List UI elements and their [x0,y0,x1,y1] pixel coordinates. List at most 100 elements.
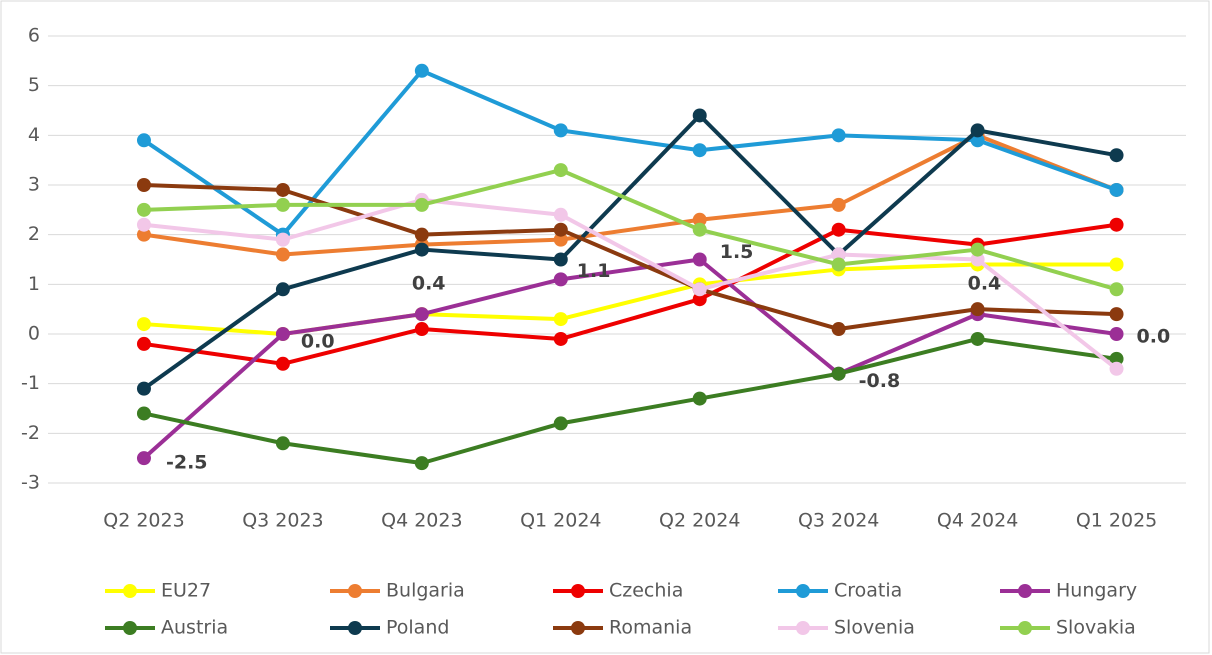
data-label: 0.4 [412,273,446,295]
point-marker [692,143,707,158]
point-marker [831,247,846,262]
point-marker [414,307,429,322]
point-marker [136,227,151,242]
point-marker [692,252,707,267]
point-marker [553,232,568,247]
point-marker [1109,282,1124,297]
legend-marker [123,621,137,635]
point-marker [136,202,151,217]
point-marker [136,336,151,351]
point-marker [692,282,707,297]
x-tick-label: Q3 2024 [798,510,879,532]
legend-marker [1018,584,1032,598]
point-marker [831,222,846,237]
point-marker [414,322,429,337]
legend-marker [348,584,362,598]
point-marker [831,257,846,272]
point-marker [970,123,985,138]
point-marker [970,331,985,346]
point-marker [275,232,290,247]
point-marker [692,212,707,227]
point-marker [275,182,290,197]
legend-label: Bulgaria [386,580,465,602]
point-marker [136,217,151,232]
point-marker [553,163,568,178]
data-label: 0.0 [301,331,335,353]
series-line [143,168,1118,292]
legend-label: EU27 [161,580,211,602]
point-marker [692,292,707,307]
point-marker [1109,327,1124,341]
point-marker [1109,361,1124,376]
legend-label: Hungary [1056,580,1137,602]
legend-marker [571,621,585,635]
point-marker [692,391,707,406]
point-marker [1109,182,1124,197]
point-marker [136,178,151,192]
point-marker [275,197,290,212]
point-marker [136,451,151,466]
point-marker [414,197,429,212]
point-marker [414,456,429,471]
x-tick-label: Q2 2023 [103,510,184,532]
point-marker [136,406,151,421]
point-marker [275,327,290,341]
point-marker [831,322,846,337]
point-marker [553,331,568,346]
y-tick-label: 3 [28,174,40,196]
point-marker [136,133,151,148]
series-line [143,197,1118,371]
point-marker [414,227,429,242]
point-marker [970,242,985,257]
legend-marker [1018,621,1032,635]
y-tick-label: -3 [21,472,40,494]
y-tick-label: -2 [21,422,40,444]
point-marker [553,123,568,138]
x-tick-label: Q1 2024 [520,510,601,532]
series-line [143,183,1117,332]
point-marker [275,436,290,451]
point-marker [970,302,985,317]
legend-marker [571,584,585,598]
point-marker [553,222,568,237]
y-tick-label: 0 [28,323,40,345]
point-marker [553,207,568,222]
point-marker [414,63,429,78]
point-marker [275,282,290,297]
series-line [143,222,1117,366]
point-marker [692,222,707,237]
legend-label: Austria [161,617,228,639]
point-marker [136,317,151,332]
point-marker [831,366,846,381]
series-line [142,113,1117,391]
point-marker [1109,351,1124,366]
x-tick-label: Q4 2024 [937,510,1018,532]
point-marker [1109,148,1124,163]
series-line [143,133,1118,257]
legend-marker [796,584,810,598]
y-tick-label: 4 [28,124,40,146]
point-marker [414,242,429,257]
point-marker [1109,217,1124,232]
point-marker [553,312,568,327]
data-label: -0.8 [859,370,901,392]
legend-marker [123,584,137,598]
point-marker [831,128,846,143]
legend-label: Slovakia [1056,617,1136,639]
data-label: 0.4 [968,273,1002,295]
point-marker [831,197,846,212]
data-label: 0.0 [1137,326,1171,348]
y-tick-label: 6 [28,25,40,47]
y-tick-label: 1 [28,273,40,295]
point-marker [275,356,290,371]
point-marker [970,133,985,148]
point-marker [553,272,568,287]
series-line [142,68,1118,237]
data-label: 1.1 [577,260,611,282]
point-marker [553,416,568,431]
point-marker [553,252,568,267]
series-line [142,257,1117,460]
legend-marker [796,621,810,635]
y-tick-label: 2 [28,223,40,245]
